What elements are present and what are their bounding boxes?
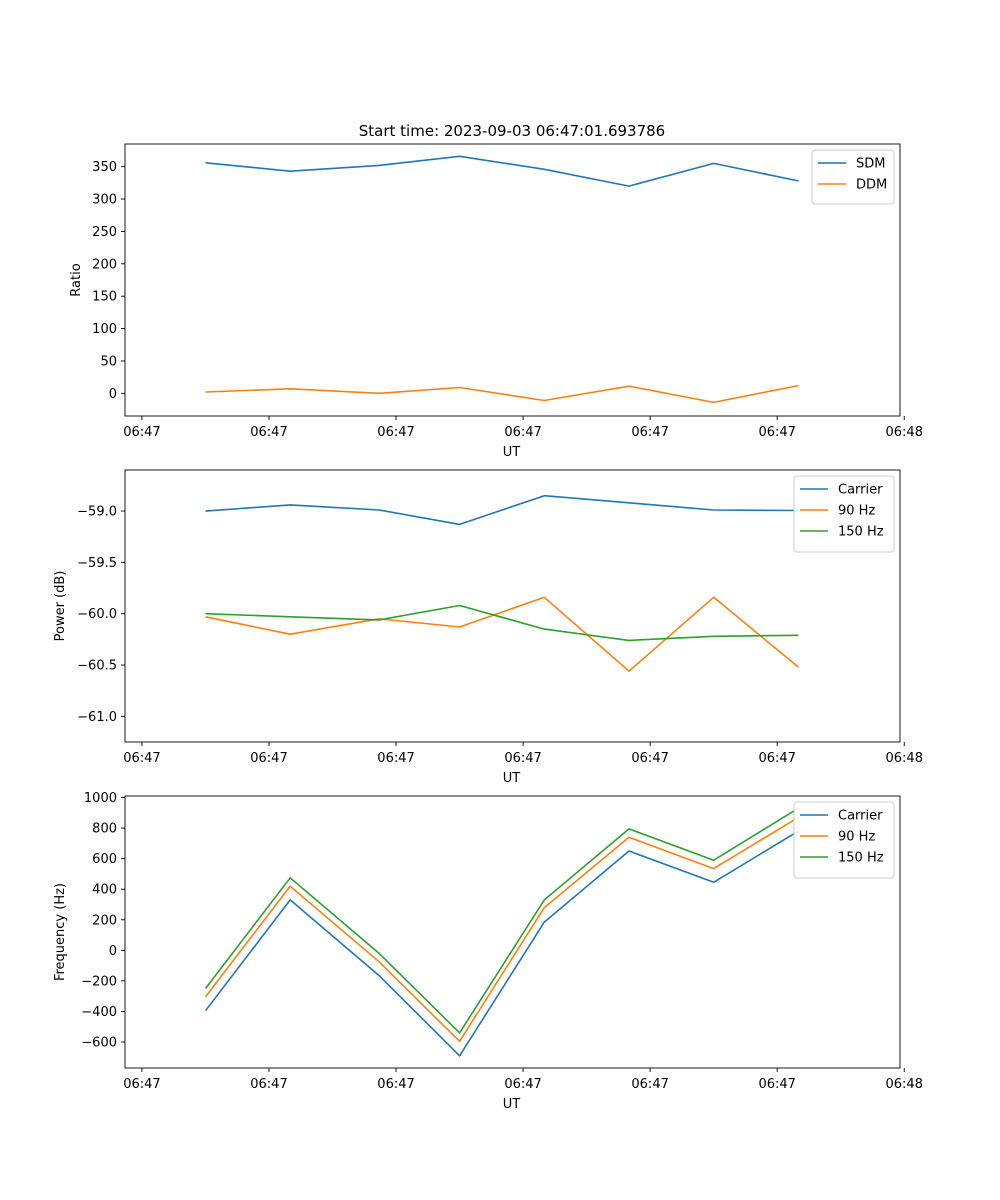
- x-tick-label: 06:47: [377, 1077, 414, 1092]
- x-axis-label: UT: [503, 445, 521, 460]
- x-tick-label: 06:47: [250, 751, 287, 766]
- legend: Carrier 90 Hz 150 Hz: [793, 475, 895, 553]
- y-tick-label: 1000: [84, 791, 117, 806]
- series-line-sdm: [205, 155, 799, 187]
- subplot-power: 06:47 06:47 06:47 06:47 06:47 06:47 06:48 −59.0…: [53, 469, 923, 786]
- y-tick-label: 200: [92, 913, 117, 928]
- y-tick-label: 400: [92, 883, 117, 898]
- x-tick-label: 06:47: [631, 751, 668, 766]
- x-tick-label: 06:47: [758, 1077, 795, 1092]
- y-tick-label: 150: [92, 290, 117, 305]
- y-tick-label: 100: [92, 322, 117, 337]
- y-tick-label: −60.5: [77, 659, 117, 674]
- legend: Carrier 90 Hz 150 Hz: [793, 801, 895, 879]
- x-tick-label: 06:47: [631, 1077, 668, 1092]
- legend-box: [793, 475, 895, 553]
- series-line-carrier: [204, 830, 799, 1057]
- y-tick-label: 0: [109, 387, 117, 402]
- x-axis-label: UT: [503, 1097, 521, 1112]
- legend-label: Carrier: [838, 809, 883, 824]
- legend-label: SDM: [856, 157, 885, 172]
- y-tick-label: 50: [100, 354, 117, 369]
- y-tick-label: 200: [92, 257, 117, 272]
- x-tick-label: 06:47: [504, 425, 541, 440]
- legend-label: 150 Hz: [838, 525, 884, 540]
- x-tick-label: 06:48: [886, 1077, 923, 1092]
- axes-frame: [124, 795, 901, 1069]
- y-tick-label: −200: [81, 974, 117, 989]
- plots: 06:47 06:47 06:47 06:47 06:47 06:47 06:48 350 30…: [53, 143, 923, 1112]
- x-tick-label: 06:47: [377, 425, 414, 440]
- subplot-frequency: 06:47 06:47 06:47 06:47 06:47 06:47 06:48 1000 8…: [53, 791, 923, 1112]
- y-axis-label: Ratio: [69, 263, 84, 296]
- legend-label: 150 Hz: [838, 851, 884, 866]
- x-tick-label: 06:47: [504, 1077, 541, 1092]
- y-tick-label: −60.0: [77, 607, 117, 622]
- x-tick-label: 06:48: [886, 751, 923, 766]
- x-tick-label: 06:47: [123, 751, 160, 766]
- chart-title: Start time: 2023-09-03 06:47:01.693786: [359, 122, 665, 140]
- legend-label: 90 Hz: [838, 830, 875, 845]
- x-tick-label: 06:47: [758, 751, 795, 766]
- y-tick-label: −400: [81, 1005, 117, 1020]
- y-tick-label: 250: [92, 225, 117, 240]
- legend-box: [793, 801, 895, 879]
- y-tick-label: 600: [92, 852, 117, 867]
- x-tick-label: 06:47: [250, 1077, 287, 1092]
- y-tick-label: −59.5: [77, 556, 117, 571]
- axes-frame: [124, 143, 901, 417]
- y-axis-label: Frequency (Hz): [53, 883, 68, 981]
- y-axis-label: Power (dB): [53, 571, 68, 642]
- y-tick-label: −61.0: [77, 710, 117, 725]
- x-tick-label: 06:47: [377, 751, 414, 766]
- x-tick-label: 06:47: [758, 425, 795, 440]
- subplot-ratio: 06:47 06:47 06:47 06:47 06:47 06:47 06:48 350 30…: [69, 143, 923, 460]
- series-line-150-hz: [205, 604, 799, 642]
- x-tick-label: 06:47: [631, 425, 668, 440]
- legend-label: DDM: [856, 178, 887, 193]
- y-tick-label: 350: [92, 160, 117, 175]
- x-axis-label: UT: [503, 771, 521, 786]
- legend-label: 90 Hz: [838, 504, 875, 519]
- y-tick-label: 800: [92, 822, 117, 837]
- series-line-90-hz: [205, 596, 799, 673]
- x-tick-label: 06:47: [123, 425, 160, 440]
- x-tick-label: 06:47: [504, 751, 541, 766]
- series-line-90-hz: [204, 816, 799, 1043]
- y-tick-label: −59.0: [77, 505, 117, 520]
- legend: SDM DDM: [811, 149, 895, 205]
- y-tick-label: 300: [92, 193, 117, 208]
- x-tick-label: 06:47: [123, 1077, 160, 1092]
- x-tick-label: 06:47: [250, 425, 287, 440]
- y-tick-label: −600: [81, 1036, 117, 1051]
- series-line-ddm: [205, 384, 799, 404]
- series-line-150-hz: [204, 807, 799, 1034]
- x-tick-label: 06:48: [886, 425, 923, 440]
- series-line-carrier: [205, 494, 799, 526]
- axes-frame: [124, 469, 901, 743]
- y-tick-label: 0: [109, 944, 117, 959]
- legend-label: Carrier: [838, 483, 883, 498]
